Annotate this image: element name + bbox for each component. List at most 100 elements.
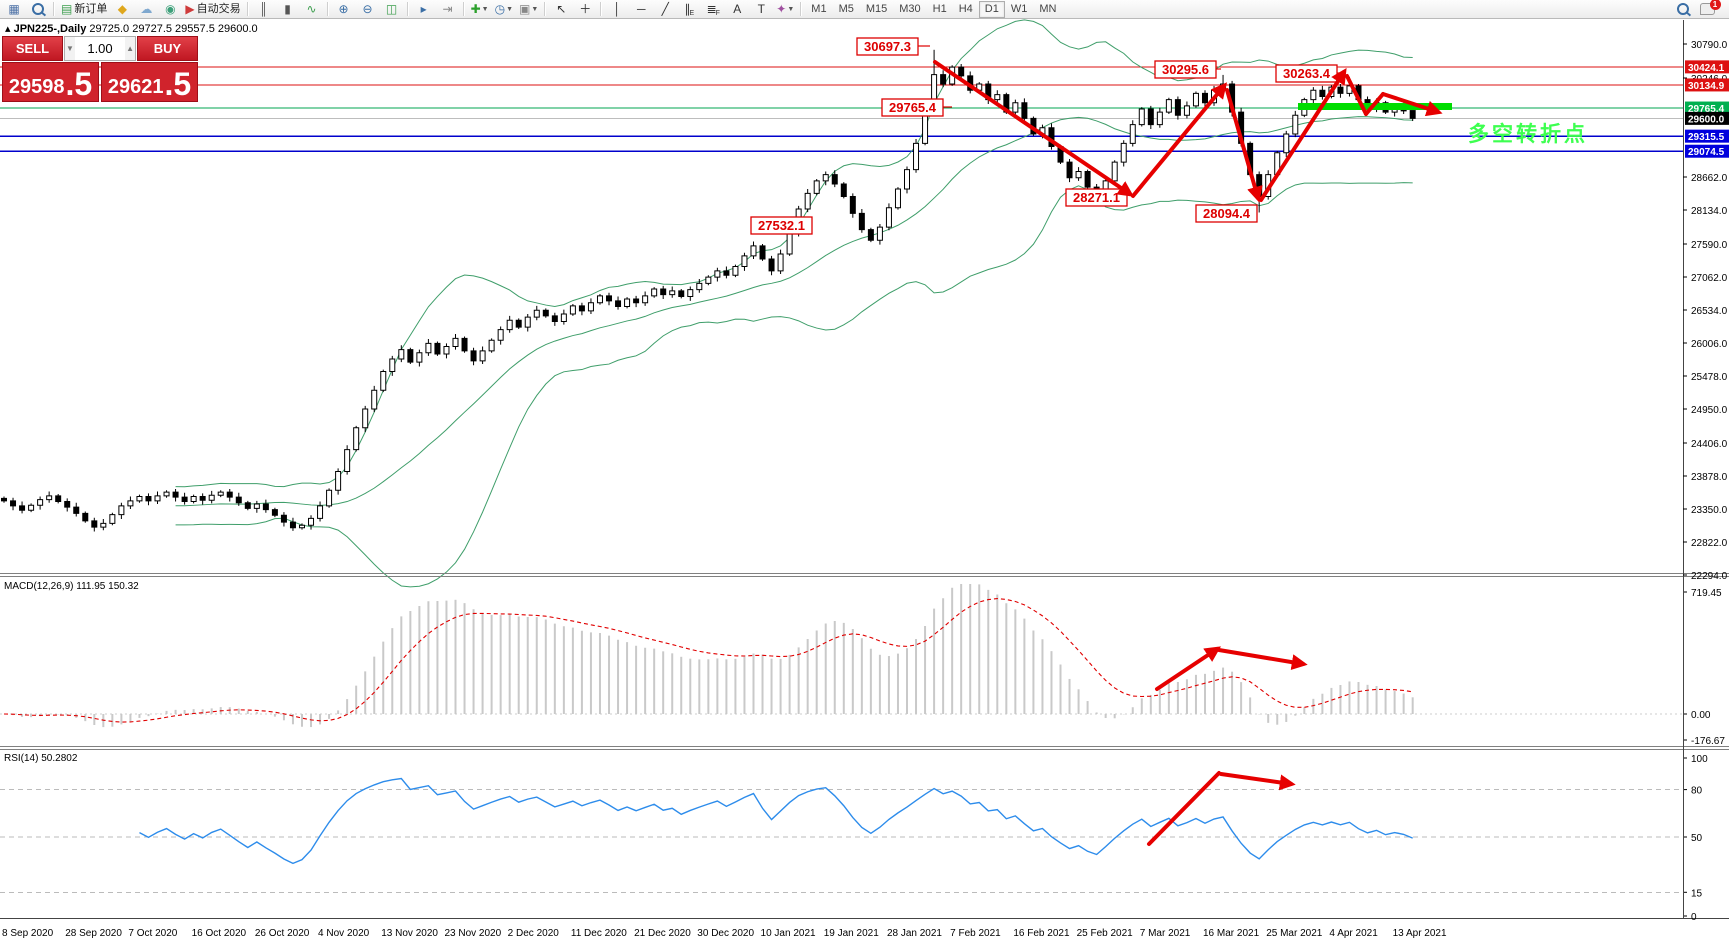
line-chart-icon: ∿ <box>306 1 317 16</box>
fibonacci-icon-sub: F <box>715 9 720 17</box>
buy-button[interactable]: BUY <box>137 36 198 61</box>
svg-text:100: 100 <box>1691 754 1708 765</box>
auto-scroll-button[interactable]: ▸ <box>412 0 436 19</box>
svg-text:23350.0: 23350.0 <box>1691 505 1728 516</box>
search-button[interactable] <box>1671 0 1695 19</box>
equidistant-channel-icon-sub: E <box>689 9 695 17</box>
sell-price-display[interactable]: 29598 .5 <box>2 62 99 102</box>
trendline-button[interactable]: ╱ <box>653 0 677 19</box>
svg-text:30790.0: 30790.0 <box>1691 40 1728 51</box>
toolbar-separator <box>800 2 803 16</box>
toolbar-separator <box>406 2 409 16</box>
periods-icon: ◷ <box>494 1 506 16</box>
vertical-line-button[interactable]: │ <box>605 0 629 19</box>
timeframe-d1-button[interactable]: D1 <box>978 0 1005 18</box>
timeframe-m5-button[interactable]: M5 <box>838 3 854 15</box>
buy-price-main: 29621 <box>107 76 164 98</box>
volume-input[interactable] <box>74 37 126 60</box>
line-chart-button[interactable]: ∿ <box>300 0 324 19</box>
volume-decrease-button[interactable]: ▼ <box>65 37 75 60</box>
svg-text:28094.4: 28094.4 <box>1203 206 1251 221</box>
svg-text:29315.5: 29315.5 <box>1688 132 1725 143</box>
svg-text:50: 50 <box>1691 833 1703 844</box>
svg-text:7 Oct 2020: 7 Oct 2020 <box>128 928 177 939</box>
arrows-shapes-button[interactable]: ✦ ▼ <box>773 0 797 19</box>
svg-text:24406.0: 24406.0 <box>1691 439 1728 450</box>
notifications-button[interactable]: 1 <box>1695 0 1721 19</box>
svg-text:13 Nov 2020: 13 Nov 2020 <box>381 928 438 939</box>
zoom-in-button[interactable]: ⊕ <box>332 0 356 19</box>
templates-button[interactable]: ▣ ▼ <box>516 0 541 19</box>
timeframe-m15-button[interactable]: M15 <box>865 3 888 15</box>
text-button[interactable]: A <box>725 0 749 19</box>
svg-text:23878.0: 23878.0 <box>1691 472 1728 483</box>
sell-price-main: 29598 <box>8 76 65 98</box>
crosshair-button[interactable]: ＋ <box>573 0 597 19</box>
toolbar-separator <box>326 2 329 16</box>
new-chart-button[interactable]: ▦ <box>2 0 26 19</box>
svg-text:26534.0: 26534.0 <box>1691 306 1728 317</box>
rsi-indicator-label: RSI(14) 50.2802 <box>4 753 78 764</box>
new-order-button[interactable]: ▤ 新订单 <box>58 0 110 19</box>
svg-text:28 Sep 2020: 28 Sep 2020 <box>65 928 122 939</box>
timeframe-h1-button[interactable]: H1 <box>932 3 947 15</box>
candlestick-chart-button[interactable]: ▮ <box>276 0 300 19</box>
timeframe-m1-button[interactable]: M1 <box>811 3 827 15</box>
svg-text:719.45: 719.45 <box>1691 588 1722 599</box>
chat-icon: 1 <box>1699 0 1721 15</box>
ohlc-values: 29725.0 29727.5 29557.5 29600.0 <box>89 23 258 35</box>
svg-text:30424.1: 30424.1 <box>1688 63 1725 74</box>
tile-windows-icon: ◫ <box>385 1 398 16</box>
chart-title-line: ▴ JPN225-,Daily 29725.0 29727.5 29557.5 … <box>5 22 258 35</box>
zoom-out-button[interactable]: ⊖ <box>356 0 380 19</box>
broadcast-button[interactable]: ◉ <box>158 0 182 19</box>
equidistant-channel-button[interactable]: ∥ E <box>677 0 701 19</box>
horizontal-line-button[interactable]: ─ <box>629 0 653 19</box>
fibonacci-button[interactable]: ≣ F <box>701 0 725 19</box>
periods-button[interactable]: ◷ ▼ <box>492 0 516 19</box>
svg-text:22822.0: 22822.0 <box>1691 538 1728 549</box>
tile-windows-button[interactable]: ◫ <box>380 0 404 19</box>
svg-text:23 Nov 2020: 23 Nov 2020 <box>444 928 501 939</box>
toolbar: ▦ ▤ 新订单 ◆ ☁ ◉ ▶ 自动交易 ║ ▮ ∿ ⊕ ⊖ ◫ ▸ ⇥ ✚ ▼ ◷ ▼ ▣ ▼ ↖ ＋ │ ─ ╱ ∥ E ≣ F A T ✦ ▼… <box>0 0 1729 19</box>
svg-text:21 Dec 2020: 21 Dec 2020 <box>634 928 691 939</box>
timeframe-w1-button[interactable]: W1 <box>1010 3 1028 15</box>
paint-bucket-button[interactable]: ◆ <box>110 0 134 19</box>
svg-text:19 Jan 2021: 19 Jan 2021 <box>824 928 879 939</box>
new-order-icon: ▤ <box>61 1 73 16</box>
indicators-button[interactable]: ✚ ▼ <box>468 0 492 19</box>
vertical-line-icon: │ <box>613 1 622 16</box>
zoom-in-icon: ⊕ <box>338 1 349 16</box>
timeframe-m30-button[interactable]: M30 <box>899 3 921 15</box>
svg-text:16 Oct 2020: 16 Oct 2020 <box>192 928 247 939</box>
dropdown-arrow-icon: ▼ <box>531 5 539 13</box>
timeframe-mn-button[interactable]: MN <box>1039 3 1057 15</box>
broadcast-icon: ◉ <box>165 1 176 16</box>
svg-text:30263.4: 30263.4 <box>1283 66 1331 81</box>
bar-chart-button[interactable]: ║ <box>252 0 276 19</box>
svg-text:29765.4: 29765.4 <box>889 100 937 115</box>
volume-increase-button[interactable]: ▲ <box>125 37 136 60</box>
main-price-pane: 30697.3 30295.6 30263.4 29765.4 28271.1 28094… <box>0 19 1729 939</box>
fibonacci-icon: ≣ <box>706 1 717 16</box>
timeframe-h4-button[interactable]: H4 <box>958 3 973 15</box>
auto-scroll-icon: ▸ <box>420 1 427 16</box>
chart-shift-button[interactable]: ⇥ <box>436 0 460 19</box>
text-label-button[interactable]: T <box>749 0 773 19</box>
svg-text:27532.1: 27532.1 <box>758 218 805 233</box>
window-zoom-button[interactable] <box>26 0 50 19</box>
indicators-icon: ✚ <box>470 1 481 16</box>
cursor-button[interactable]: ↖ <box>549 0 573 19</box>
buy-price-display[interactable]: 29621 .5 <box>101 62 198 102</box>
svg-text:2 Dec 2020: 2 Dec 2020 <box>508 928 560 939</box>
dropdown-arrow-icon: ▼ <box>481 5 489 13</box>
auto-trading-button[interactable]: ▶ 自动交易 <box>182 0 243 19</box>
svg-text:11 Dec 2020: 11 Dec 2020 <box>571 928 627 939</box>
sell-button[interactable]: SELL <box>2 36 63 61</box>
cloud-save-button[interactable]: ☁ <box>134 0 158 19</box>
svg-text:4 Nov 2020: 4 Nov 2020 <box>318 928 370 939</box>
svg-text:27062.0: 27062.0 <box>1691 273 1728 284</box>
templates-icon: ▣ <box>519 1 531 16</box>
